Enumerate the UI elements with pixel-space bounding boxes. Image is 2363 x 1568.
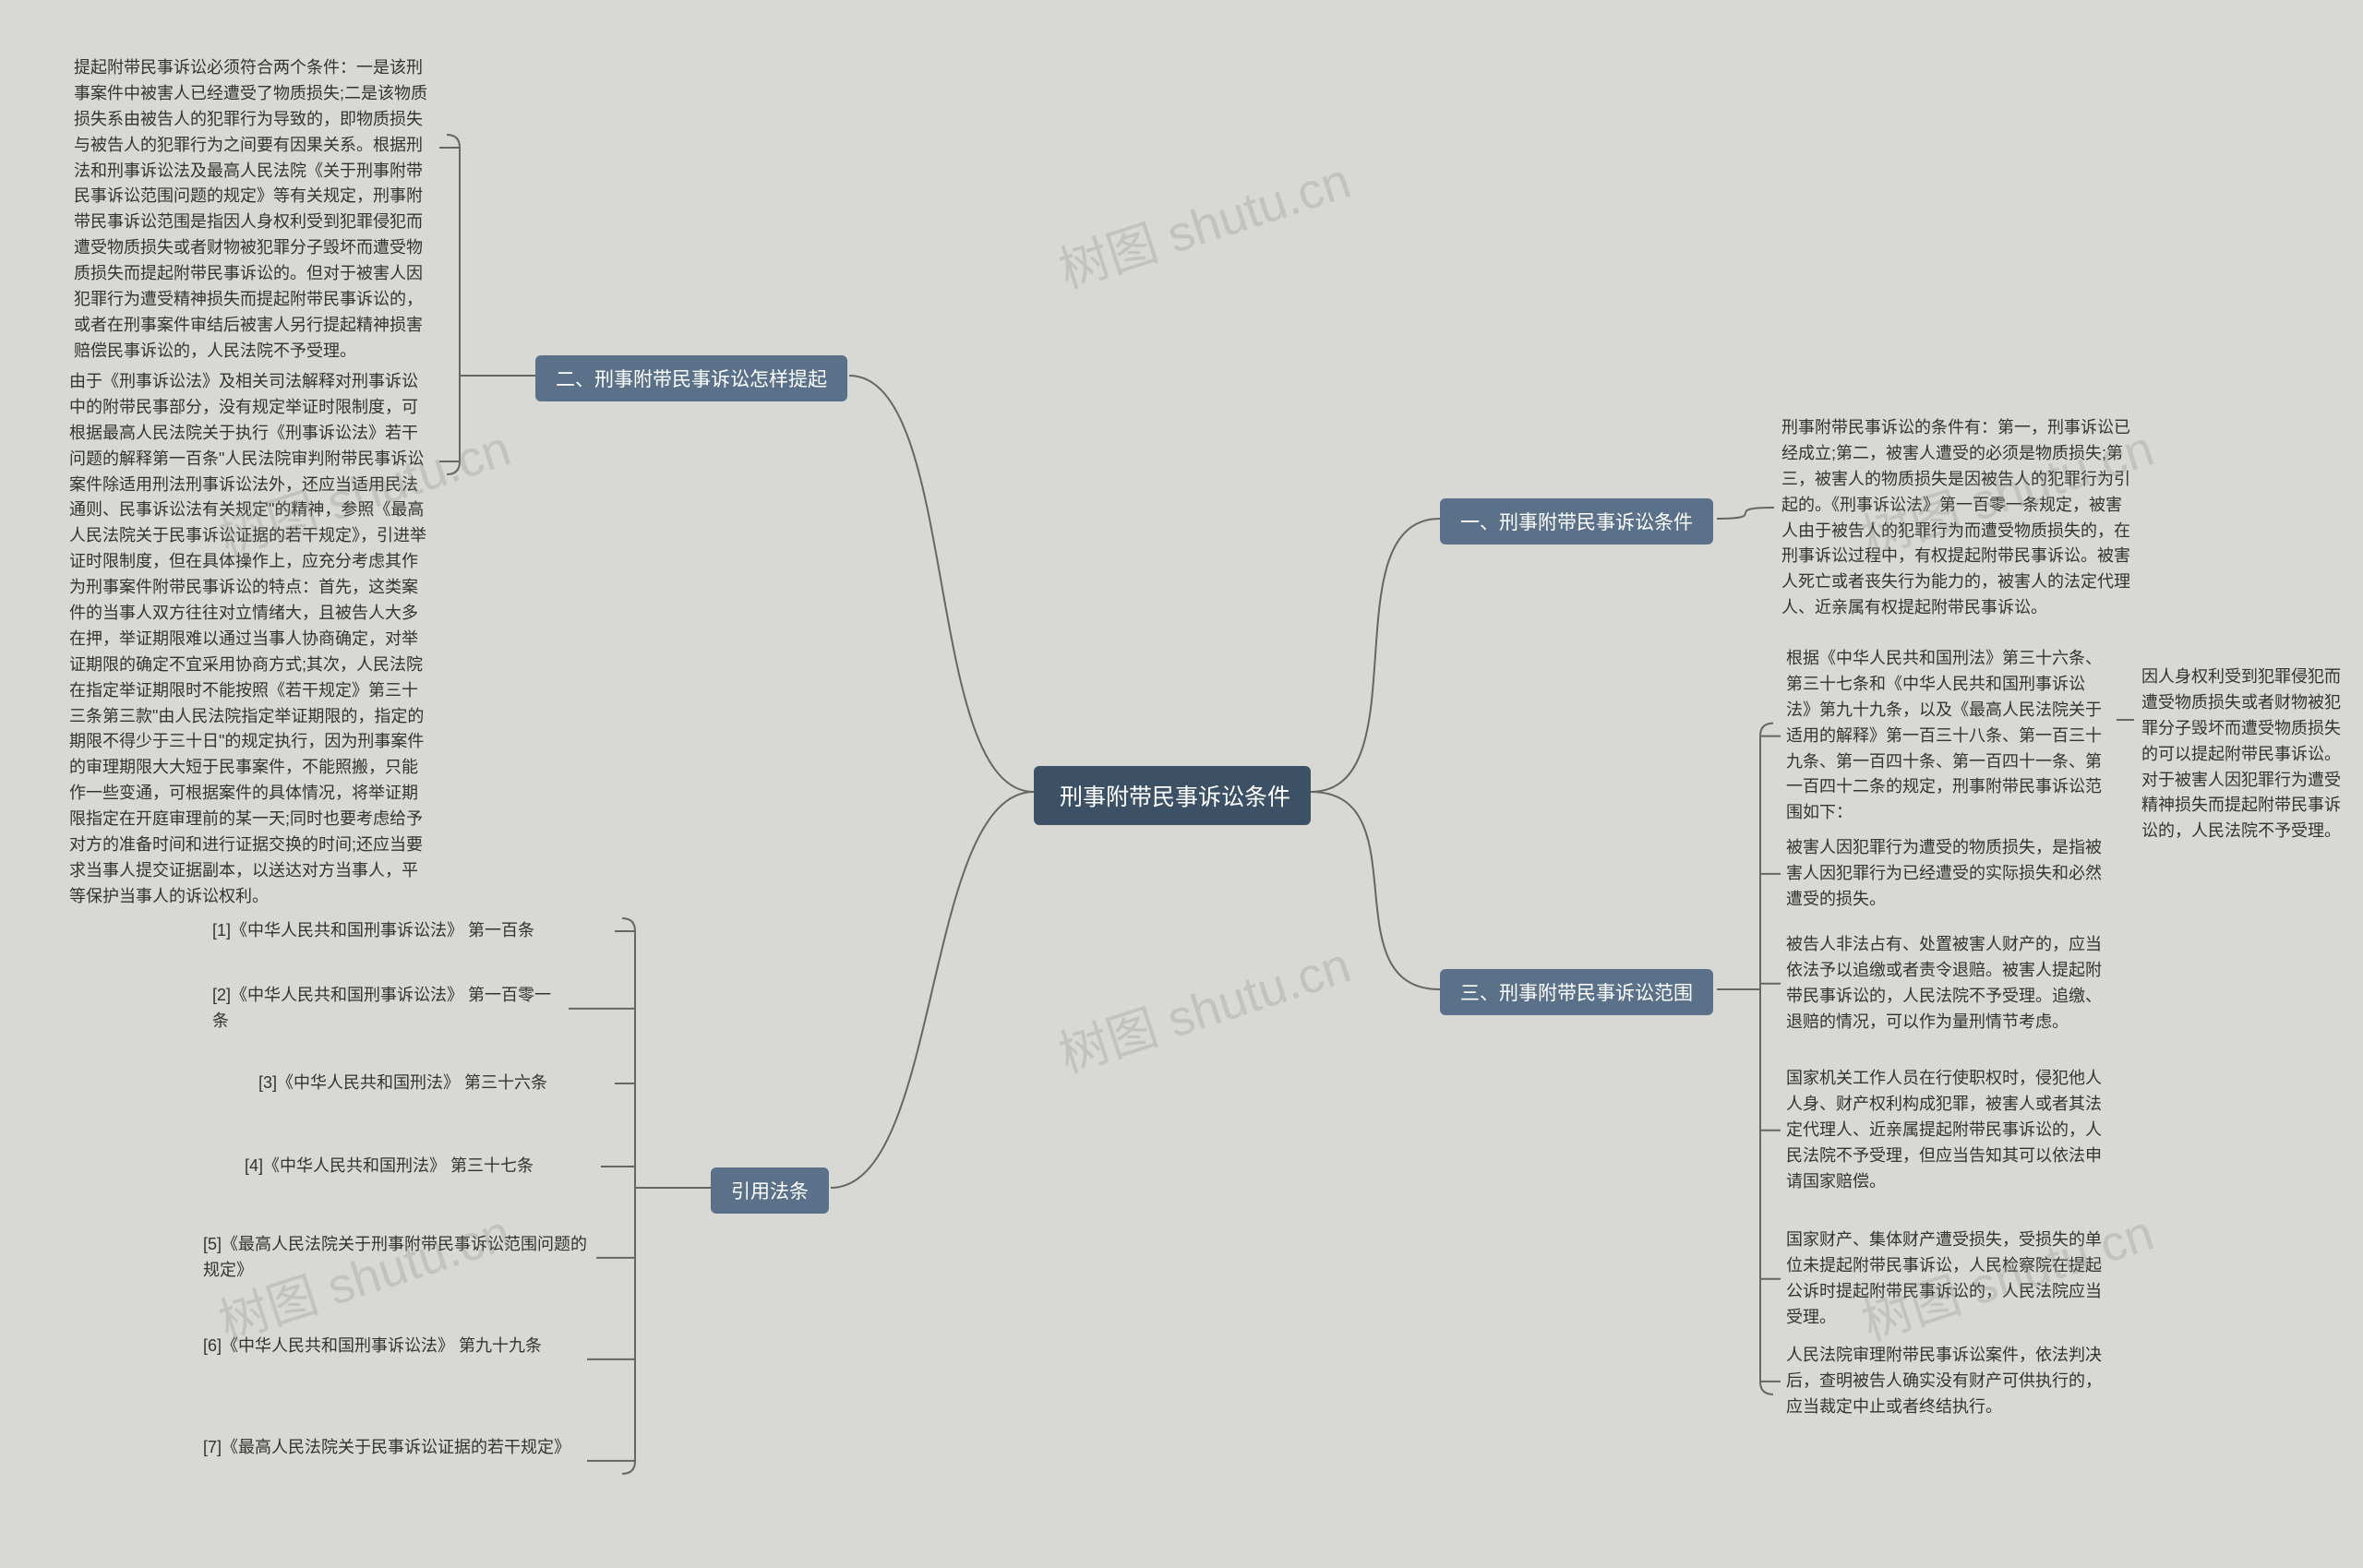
leaf-text: 国家财产、集体财产遭受损失，受损失的单位未提起附带民事诉讼，人民检察院在提起公诉… <box>1786 1227 2109 1331</box>
leaf-text: [1]《中华人民共和国刑事诉讼法》 第一百条 <box>212 918 609 944</box>
leaf-text: [2]《中华人民共和国刑事诉讼法》 第一百零一条 <box>212 983 563 1035</box>
branch-b3: 三、刑事附带民事诉讼范围 <box>1440 969 1713 1015</box>
leaf-text: 被害人因犯罪行为遭受的物质损失，是指被害人因犯罪行为已经遭受的实际损失和必然遭受… <box>1786 835 2109 913</box>
leaf-text: 刑事附带民事诉讼的条件有：第一，刑事诉讼已经成立;第二，被害人遭受的必须是物质损… <box>1781 415 2132 621</box>
branch-b4: 引用法条 <box>711 1167 829 1214</box>
leaf-text: 提起附带民事诉讼必须符合两个条件：一是该刑事案件中被害人已经遭受了物质损失;二是… <box>74 55 434 365</box>
leaf-text: [4]《中华人民共和国刑法》 第三十七条 <box>245 1154 595 1179</box>
leaf-text: 被告人非法占有、处置被害人财产的，应当依法予以追缴或者责令退赔。被害人提起附带民… <box>1786 932 2109 1035</box>
leaf-text: 国家机关工作人员在行使职权时，侵犯他人人身、财产权利构成犯罪，被害人或者其法定代… <box>1786 1066 2109 1194</box>
leaf-text: 人民法院审理附带民事诉讼案件，依法判决后，查明被告人确实没有财产可供执行的，应当… <box>1786 1343 2109 1420</box>
leaf-text: 根据《中华人民共和国刑法》第三十六条、第三十七条和《中华人民共和国刑事诉讼法》第… <box>1786 646 2109 826</box>
leaf-text: 由于《刑事诉讼法》及相关司法解释对刑事诉讼中的附带民事部分，没有规定举证时限制度… <box>69 369 434 910</box>
leaf-text: [7]《最高人民法院关于民事诉讼证据的若干规定》 <box>203 1435 582 1461</box>
leaf-text-sub: 因人身权利受到犯罪侵犯而遭受物质损失或者财物被犯罪分子毁坏而遭受物质损失的可以提… <box>2141 664 2354 844</box>
leaf-text: [3]《中华人民共和国刑法》 第三十六条 <box>258 1071 609 1096</box>
leaf-text: [6]《中华人民共和国刑事诉讼法》 第九十九条 <box>203 1334 582 1359</box>
root-node: 刑事附带民事诉讼条件 <box>1034 766 1311 825</box>
branch-b2: 二、刑事附带民事诉讼怎样提起 <box>535 355 847 401</box>
branch-b1: 一、刑事附带民事诉讼条件 <box>1440 498 1713 545</box>
leaf-text: [5]《最高人民法院关于刑事附带民事诉讼范围问题的规定》 <box>203 1232 591 1284</box>
